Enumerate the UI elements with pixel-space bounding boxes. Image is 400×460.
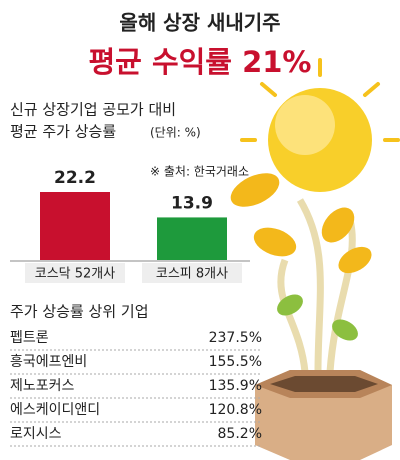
chart-subtitle: 평균 주가 상승률 (10, 123, 116, 141)
category-box (25, 263, 125, 283)
illustration (230, 58, 400, 460)
value-label: 13.9 (171, 193, 213, 213)
bar (157, 217, 227, 260)
company-return: 85.2% (218, 426, 262, 442)
bar (40, 192, 110, 260)
title: 올해 상장 새내기주 (119, 11, 280, 35)
company-return: 237.5% (209, 330, 262, 346)
chart-title: 신규 상장기업 공모가 대비 (10, 101, 176, 119)
company-return: 120.8% (209, 402, 262, 418)
value-label: 22.2 (54, 168, 96, 188)
company-return: 135.9% (209, 378, 262, 394)
company-name: 펩트론 (10, 330, 49, 346)
ranking-title: 주가 상승률 상위 기업 (10, 303, 149, 321)
category-label: 코스닥 52개사 (35, 267, 116, 282)
headline: 평균 수익률 21% (88, 45, 311, 79)
category-label: 코스피 8개사 (156, 267, 228, 282)
company-return: 155.5% (209, 354, 262, 370)
source: ※ 출처: 한국거래소 (150, 165, 249, 179)
category-box (142, 263, 242, 283)
company-name: 에스케이디앤디 (10, 402, 100, 418)
company-name: 제노포커스 (10, 378, 75, 394)
company-name: 흥국에프엔비 (10, 354, 87, 370)
unit: (단위: %) (150, 126, 201, 140)
company-name: 로지시스 (10, 426, 62, 442)
